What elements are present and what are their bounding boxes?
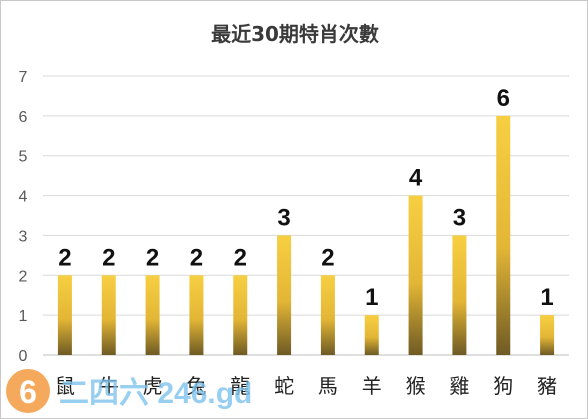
grid-lines: [43, 75, 569, 356]
y-tick-label: 2: [19, 268, 28, 285]
y-tick-label: 3: [19, 228, 28, 245]
x-axis-categories: 鼠牛虎兔龍蛇馬羊猴雞狗豬: [55, 374, 557, 398]
y-tick-label: 7: [19, 69, 28, 86]
y-tick-label: 4: [19, 189, 28, 206]
x-category-label: 雞: [449, 374, 469, 398]
x-category-label: 龍: [230, 374, 250, 398]
x-category-label: 羊: [362, 374, 382, 398]
bar: [452, 235, 467, 355]
bar-data-label: 1: [540, 284, 553, 311]
y-tick-label: 5: [19, 149, 28, 166]
bar-data-label: 2: [321, 244, 334, 271]
bar: [277, 235, 292, 355]
x-category-label: 鼠: [55, 374, 75, 398]
bar: [101, 275, 116, 355]
bar-data-label: 6: [497, 85, 510, 112]
x-category-label: 馬: [318, 374, 338, 398]
bars: [57, 115, 555, 355]
bar: [57, 275, 72, 355]
bar: [364, 315, 379, 355]
x-category-label: 虎: [143, 374, 163, 398]
bar-data-label: 4: [409, 165, 423, 192]
x-category-label: 豬: [537, 374, 557, 398]
y-axis-ticks: 0 1 2 3 4 5 6 7: [19, 69, 28, 365]
bar: [540, 315, 555, 355]
bar-data-label: 2: [102, 244, 115, 271]
x-category-label: 牛: [99, 374, 119, 398]
bar-data-label: 3: [277, 204, 290, 231]
x-category-label: 蛇: [274, 374, 294, 398]
bar: [189, 275, 204, 355]
bar: [233, 275, 248, 355]
bar-data-label: 2: [190, 244, 203, 271]
x-category-label: 猴: [406, 374, 426, 398]
bar-data-label: 1: [365, 284, 378, 311]
bar: [320, 275, 335, 355]
y-tick-label: 1: [19, 308, 28, 325]
bar-data-label: 3: [453, 204, 466, 231]
bar: [408, 195, 423, 355]
x-category-label: 兔: [186, 374, 206, 398]
y-tick-label: 0: [19, 348, 28, 365]
x-category-label: 狗: [493, 374, 513, 398]
bar: [496, 115, 511, 355]
bar-data-label: 2: [58, 244, 71, 271]
data-labels: 2 2 2 2 2 3 2 1 4 3 6 1: [58, 85, 554, 311]
y-tick-label: 6: [19, 109, 28, 126]
bar: [145, 275, 160, 355]
chart-title: 最近30期特肖次數: [211, 22, 379, 46]
bar-data-label: 2: [146, 244, 159, 271]
bar-data-label: 2: [234, 244, 247, 271]
